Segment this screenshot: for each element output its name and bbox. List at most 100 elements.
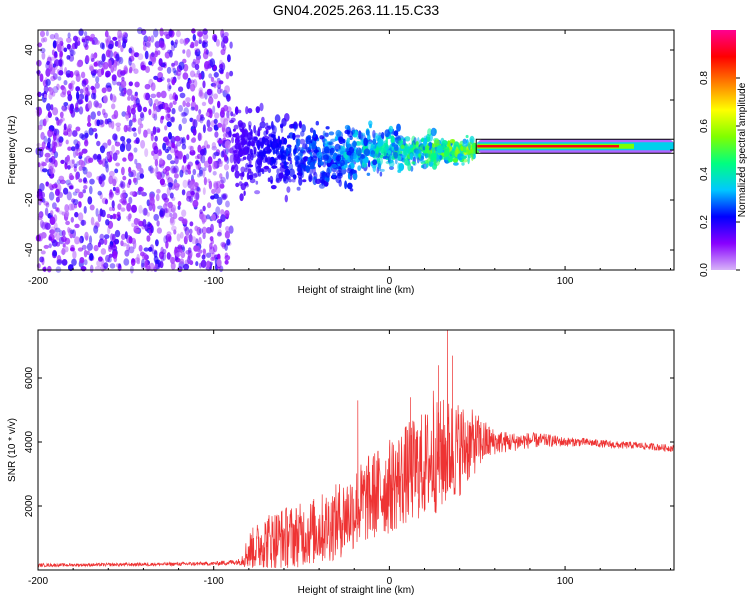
- spectrogram-cell: [114, 168, 119, 174]
- spectrogram-cell: [101, 87, 107, 94]
- spectrogram-cell: [207, 88, 214, 98]
- spectrogram-cell: [95, 40, 100, 45]
- spectrogram-cell: [272, 146, 276, 155]
- spectrogram-cell: [86, 250, 90, 256]
- spectrogram-cell: [79, 235, 84, 244]
- spectrogram-cell: [206, 88, 213, 96]
- spectrogram-cell: [185, 250, 191, 255]
- spectrogram-x-axis-label: Height of straight line (km): [298, 285, 415, 296]
- spectrogram-cell: [118, 56, 124, 65]
- spectrogram-y-tick-label: -40: [24, 242, 35, 257]
- spectrogram-cell: [185, 97, 191, 103]
- spectrogram-cell: [185, 230, 189, 239]
- spectrogram-cell: [247, 108, 253, 114]
- spectrogram-cell: [188, 79, 192, 85]
- spectrogram-cell: [225, 171, 229, 180]
- spectrogram-cell: [284, 113, 290, 122]
- spectrogram-cell: [449, 139, 456, 144]
- spectrogram-cell: [51, 145, 57, 154]
- spectrogram-cell: [114, 141, 121, 147]
- spectrogram-cell: [45, 115, 49, 123]
- spectrogram-cell: [384, 129, 391, 138]
- spectrogram-cell: [191, 190, 195, 198]
- spectrogram-cell: [136, 172, 142, 181]
- snr-y-axis-label: SNR (10 * v/v): [7, 418, 18, 482]
- spectrogram-cell: [335, 129, 342, 137]
- spectrogram-cell: [437, 148, 443, 155]
- spectrogram-cell: [128, 81, 133, 87]
- spectrogram-cell: [53, 222, 58, 231]
- spectrogram-cell: [415, 149, 422, 155]
- spectrogram-cell: [212, 34, 218, 41]
- spectrogram-cell: [39, 256, 44, 263]
- spectrogram-cell: [85, 55, 90, 64]
- spectrogram-cell: [78, 159, 84, 166]
- spectrogram-cell: [216, 258, 222, 267]
- spectrogram-cell: [180, 251, 186, 259]
- spectrogram-cell: [156, 171, 162, 180]
- spectrogram-cell: [59, 50, 64, 58]
- spectrogram-cell: [130, 258, 136, 266]
- spectrogram-cell: [128, 119, 133, 127]
- spectrogram-cell: [425, 153, 429, 158]
- spectrogram-cell: [151, 55, 157, 64]
- spectrogram-cell: [97, 68, 103, 78]
- spectrogram-cell: [87, 196, 93, 205]
- spectrogram-cell: [105, 70, 111, 78]
- spectrogram-cell: [130, 94, 134, 102]
- spectrogram-cell: [280, 154, 285, 158]
- spectrogram-cell: [218, 63, 224, 69]
- spectrogram-cell: [270, 185, 277, 190]
- spectrogram-cell: [42, 118, 47, 127]
- spectrogram-cell: [56, 259, 63, 266]
- spectrogram-cell: [264, 155, 268, 163]
- spectrogram-cell: [137, 186, 144, 192]
- spectrogram-cell: [407, 162, 412, 172]
- snr-frame: [37, 329, 675, 571]
- spectrogram-cell: [148, 99, 152, 104]
- spectrogram-cell: [193, 73, 200, 78]
- spectrogram-cell: [49, 62, 54, 69]
- spectrogram-cell: [74, 223, 80, 229]
- spectrogram-cell: [115, 162, 120, 167]
- spectrogram-cell: [140, 64, 147, 71]
- spectrogram-cell: [213, 118, 218, 125]
- spectrogram-cell: [371, 153, 375, 158]
- spectrogram-x-tick-label: -100: [204, 276, 224, 287]
- spectrogram-cell: [53, 53, 58, 59]
- spectrogram-carrier-core: [477, 145, 619, 148]
- spectrogram-cell: [202, 41, 208, 48]
- spectrogram-cell: [223, 153, 228, 163]
- spectrogram-cell: [150, 35, 155, 43]
- spectrogram-cell: [352, 140, 357, 149]
- spectrogram-cell: [109, 263, 116, 269]
- spectrogram-cell: [145, 262, 151, 272]
- spectrogram-cell: [377, 138, 384, 147]
- spectrogram-cell: [357, 165, 362, 172]
- spectrogram-cell: [301, 124, 306, 133]
- spectrogram-cell: [159, 158, 163, 165]
- spectrogram-cell: [122, 40, 127, 49]
- spectrogram-cell: [52, 40, 57, 49]
- spectrogram-cell: [131, 118, 137, 123]
- spectrogram-cell: [70, 109, 76, 118]
- spectrogram-cell: [196, 226, 202, 236]
- spectrogram-cell: [160, 76, 165, 82]
- spectrogram-cell: [121, 200, 128, 206]
- spectrogram-cell: [128, 57, 132, 66]
- spectrogram-cell: [369, 123, 372, 129]
- spectrogram-cell: [116, 211, 121, 218]
- spectrogram-cell: [166, 231, 172, 237]
- spectrogram-cell: [106, 152, 110, 160]
- spectrogram-cell: [143, 129, 148, 138]
- spectrogram-cell: [67, 93, 73, 102]
- spectrogram-cell: [133, 217, 139, 226]
- spectrogram-cell: [75, 172, 79, 181]
- spectrogram-cell: [69, 233, 74, 239]
- spectrogram-cell: [170, 135, 176, 145]
- spectrogram-cell: [213, 93, 218, 100]
- spectrogram-cell: [154, 159, 159, 167]
- spectrogram-cell: [137, 53, 144, 61]
- spectrogram-cell: [111, 144, 115, 153]
- spectrogram-cell: [113, 110, 119, 119]
